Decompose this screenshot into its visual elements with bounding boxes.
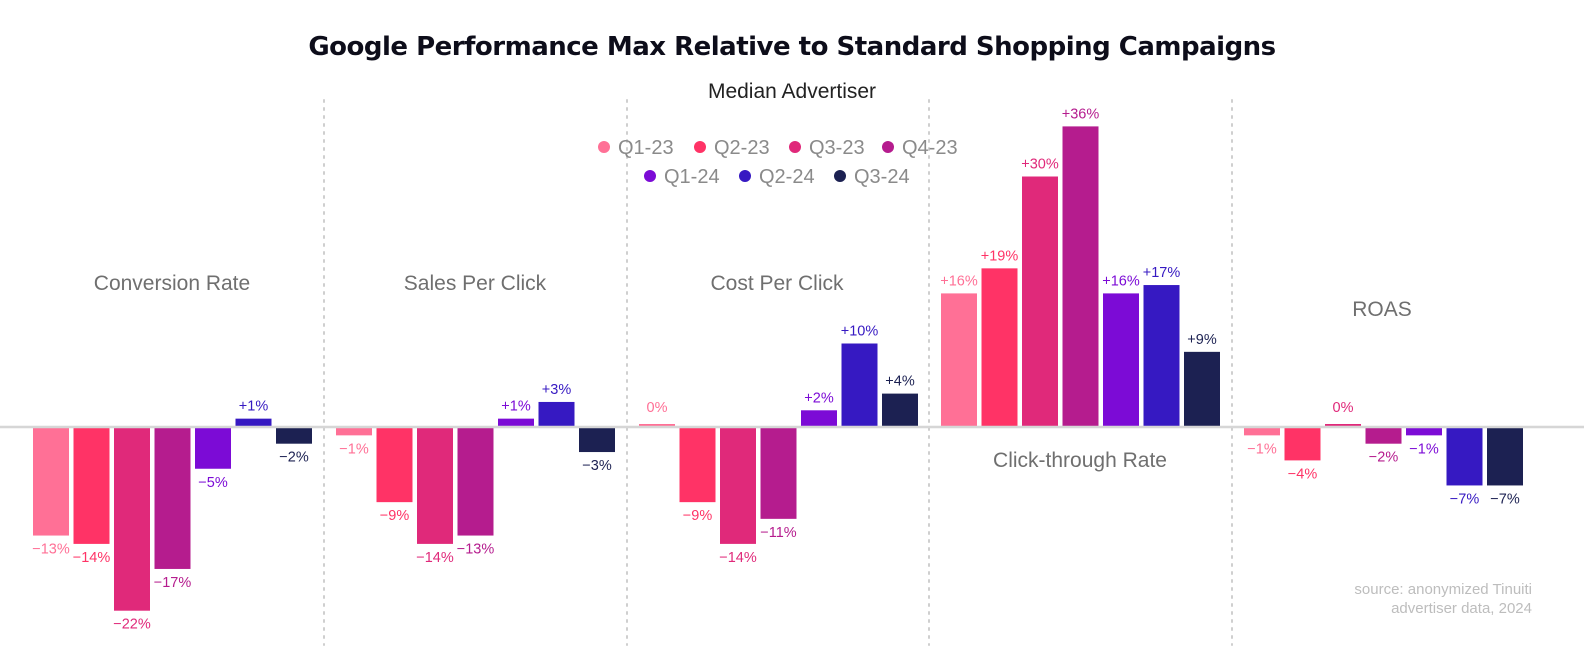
data-label: −17% bbox=[154, 575, 192, 591]
data-label: +16% bbox=[1102, 273, 1140, 289]
bar bbox=[1103, 293, 1139, 427]
bar bbox=[882, 393, 918, 427]
data-label: −3% bbox=[582, 458, 612, 474]
data-label: +9% bbox=[1187, 332, 1217, 348]
data-label: 0% bbox=[647, 400, 668, 416]
bar bbox=[1284, 427, 1321, 461]
source-note: source: anonymized Tinuiti advertiser da… bbox=[1354, 580, 1532, 618]
data-label: −5% bbox=[198, 475, 228, 491]
bar bbox=[195, 427, 231, 469]
data-label: −1% bbox=[1409, 441, 1439, 457]
bar bbox=[154, 427, 191, 569]
legend-marker bbox=[694, 141, 706, 153]
data-label: +3% bbox=[542, 382, 572, 398]
data-label: −9% bbox=[683, 508, 713, 524]
bar bbox=[941, 293, 977, 427]
data-label: −7% bbox=[1450, 491, 1480, 507]
bar bbox=[720, 427, 756, 544]
category-label: Conversion Rate bbox=[94, 272, 250, 295]
bar bbox=[336, 427, 372, 436]
data-label: −14% bbox=[416, 550, 454, 566]
legend-marker bbox=[598, 141, 610, 153]
legend-label: Q1-23 bbox=[618, 137, 674, 159]
category-label: Sales Per Click bbox=[404, 272, 547, 295]
legend-label: Q2-24 bbox=[759, 166, 815, 188]
data-label: +1% bbox=[501, 399, 531, 415]
data-label: −1% bbox=[339, 441, 369, 457]
bar bbox=[538, 401, 575, 427]
bar bbox=[760, 427, 797, 519]
bar bbox=[376, 427, 413, 503]
legend-marker bbox=[739, 170, 751, 182]
data-label: −4% bbox=[1288, 466, 1318, 482]
legend-label: Q3-24 bbox=[854, 166, 910, 188]
chart-title: Google Performance Max Relative to Stand… bbox=[308, 32, 1276, 62]
bar bbox=[498, 418, 534, 427]
legend-marker bbox=[882, 141, 894, 153]
data-label: −13% bbox=[32, 542, 70, 558]
data-label: +2% bbox=[804, 390, 834, 406]
data-label: 0% bbox=[1333, 400, 1354, 416]
data-label: −14% bbox=[73, 550, 111, 566]
legend-marker bbox=[644, 170, 656, 182]
category-label: ROAS bbox=[1352, 298, 1412, 321]
legend-label: Q2-23 bbox=[714, 137, 770, 159]
legend-label: Q4-23 bbox=[902, 137, 958, 159]
data-label: −9% bbox=[380, 508, 410, 524]
legend-label: Q3-23 bbox=[809, 137, 865, 159]
bar bbox=[33, 427, 69, 536]
data-label: −11% bbox=[760, 525, 797, 541]
data-label: −1% bbox=[1247, 441, 1277, 457]
bar bbox=[235, 418, 272, 427]
bar bbox=[1143, 285, 1180, 427]
legend-marker bbox=[789, 141, 801, 153]
data-label: +36% bbox=[1062, 106, 1100, 122]
bar bbox=[679, 427, 716, 503]
bar bbox=[1487, 427, 1523, 486]
data-label: −14% bbox=[719, 550, 757, 566]
data-label: −22% bbox=[113, 617, 151, 633]
legend-marker bbox=[834, 170, 846, 182]
data-label: +4% bbox=[885, 374, 915, 390]
bar bbox=[457, 427, 494, 536]
source-note-line-1: source: anonymized Tinuiti bbox=[1354, 581, 1532, 598]
chart-subtitle: Median Advertiser bbox=[707, 80, 877, 103]
data-label: +30% bbox=[1021, 157, 1059, 173]
bar bbox=[801, 410, 837, 427]
bar bbox=[1446, 427, 1483, 486]
data-label: −2% bbox=[1369, 450, 1399, 466]
bar bbox=[1365, 427, 1402, 444]
data-label: −13% bbox=[457, 542, 495, 558]
data-label: −2% bbox=[279, 450, 309, 466]
legend-label: Q1-24 bbox=[664, 166, 720, 188]
bar bbox=[1022, 176, 1058, 427]
bar bbox=[841, 343, 878, 427]
data-label: +10% bbox=[841, 324, 879, 340]
category-label: Cost Per Click bbox=[710, 272, 844, 295]
bar bbox=[579, 427, 615, 453]
bar bbox=[417, 427, 453, 544]
bar bbox=[276, 427, 312, 444]
bar bbox=[1244, 427, 1280, 436]
data-label: +16% bbox=[940, 273, 978, 289]
bar bbox=[1062, 126, 1099, 428]
source-note-line-2: advertiser data, 2024 bbox=[1391, 600, 1532, 617]
data-label: +17% bbox=[1143, 265, 1181, 281]
data-label: +1% bbox=[239, 399, 269, 415]
bar bbox=[73, 427, 110, 544]
bar bbox=[114, 427, 150, 611]
data-label: +19% bbox=[981, 248, 1019, 264]
data-label: −7% bbox=[1490, 491, 1520, 507]
bar bbox=[981, 268, 1018, 427]
bar bbox=[1406, 427, 1442, 436]
category-label: Click-through Rate bbox=[993, 449, 1167, 472]
bar bbox=[1184, 351, 1220, 427]
